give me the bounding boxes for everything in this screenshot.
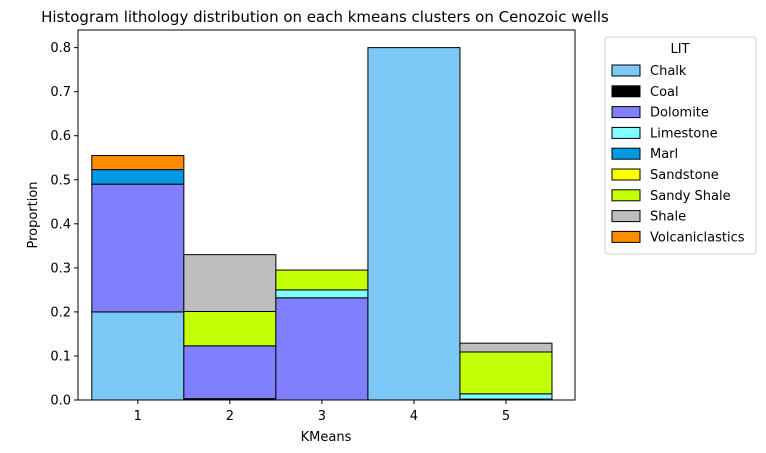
legend-label-dolomite: Dolomite — [650, 106, 709, 121]
legend-label-shale: Shale — [650, 210, 686, 225]
legend-title: LIT — [670, 42, 689, 57]
legend-swatch-marl — [611, 147, 641, 160]
plot-area-frame — [77, 29, 576, 401]
legend-swatch-limestone — [611, 126, 641, 139]
x-tick-label: 4 — [410, 409, 418, 424]
bar-dolomite-cluster-1 — [91, 183, 185, 313]
bar-dolomite-cluster-3 — [275, 297, 369, 401]
y-tick-label: 0.8 — [50, 41, 71, 56]
x-tick-label: 3 — [318, 409, 326, 424]
legend-items: Chalk Coal Dolomite Limestone Marl Sandstone S… — [611, 64, 745, 245]
y-tick-label: 0.2 — [50, 305, 71, 320]
legend-swatch-dolomite — [611, 106, 641, 119]
legend-label-limestone: Limestone — [650, 126, 718, 141]
y-tick-label: 0.0 — [50, 394, 71, 409]
legend-swatch-chalk — [611, 64, 641, 77]
y-tick-label: 0.7 — [50, 85, 71, 100]
y-axis: 0.0 0.1 0.2 0.3 0.4 0.5 0.6 0.7 0.8 — [50, 41, 78, 409]
bar-marl-cluster-1 — [91, 169, 185, 185]
bars-layer — [91, 47, 553, 401]
bar-sandy-shale-cluster-5 — [459, 351, 553, 395]
bar-limestone-cluster-5 — [459, 393, 553, 400]
bar-chalk-cluster-1 — [91, 311, 185, 401]
legend-label-volcaniclastics: Volcaniclastics — [650, 230, 745, 245]
legend: LIT Chalk Coal Dolomite Limestone Marl Sandst… — [604, 36, 757, 255]
y-tick-label: 0.6 — [50, 129, 71, 144]
legend-label-chalk: Chalk — [650, 64, 687, 79]
legend-swatch-sandy-shale — [611, 189, 641, 202]
bar-limestone-cluster-3 — [275, 289, 369, 299]
legend-swatch-volcaniclastics — [611, 230, 641, 243]
legend-label-sandy-shale: Sandy Shale — [650, 189, 731, 204]
legend-swatch-sandstone — [611, 168, 641, 181]
bar-dolomite-cluster-2 — [183, 345, 277, 400]
bar-sandy-shale-cluster-3 — [275, 269, 369, 291]
bar-chalk-cluster-4 — [367, 47, 461, 401]
legend-label-sandstone: Sandstone — [650, 168, 719, 183]
x-axis: 1 2 3 4 5 — [134, 400, 510, 424]
bar-shale-cluster-5 — [459, 342, 553, 353]
y-tick-label: 0.1 — [50, 349, 71, 364]
legend-label-marl: Marl — [650, 147, 678, 162]
legend-swatch-coal — [611, 85, 641, 98]
y-tick-label: 0.5 — [50, 173, 71, 188]
y-tick-label: 0.4 — [50, 217, 71, 232]
x-tick-label: 5 — [502, 409, 510, 424]
y-tick-label: 0.3 — [50, 261, 71, 276]
bar-shale-cluster-2 — [183, 254, 277, 312]
chart-title: Histogram lithology distribution on each… — [41, 8, 609, 26]
x-tick-label: 2 — [226, 409, 234, 424]
legend-swatch-shale — [611, 210, 641, 223]
legend-frame — [604, 36, 757, 255]
bar-sandy-shale-cluster-2 — [183, 310, 277, 347]
y-axis-label: Proportion — [26, 181, 41, 248]
legend-label-coal: Coal — [650, 85, 679, 100]
bar-volcaniclastics-cluster-1 — [91, 155, 185, 171]
x-tick-label: 1 — [134, 409, 142, 424]
x-axis-label: KMeans — [301, 430, 352, 445]
